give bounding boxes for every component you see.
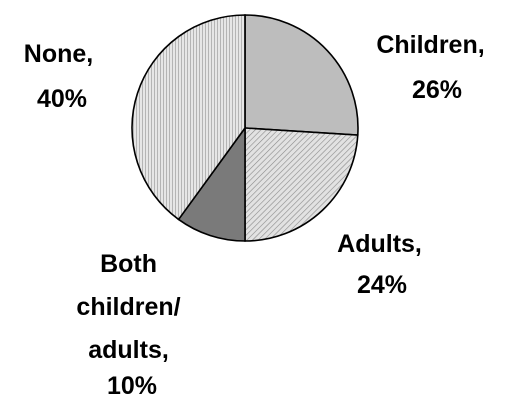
- slice-label-none-name: None,: [24, 40, 93, 68]
- slice-label-adults-value: 24%: [357, 271, 407, 299]
- slice-label-both-value: 10%: [107, 372, 157, 400]
- pie-slice-both: [177, 125, 246, 242]
- slice-label-both-line3: adults,: [88, 336, 169, 364]
- pie-slice-adults: [244, 127, 359, 242]
- slice-label-both-line2: children/: [76, 293, 180, 321]
- pie-slice-children: [244, 14, 359, 136]
- slice-label-none: None, 40%: [24, 40, 100, 113]
- slice-label-children: Children, 26%: [376, 31, 491, 104]
- slice-label-adults-name: Adults,: [337, 230, 422, 258]
- slice-label-children-value: 26%: [412, 76, 462, 104]
- slice-label-both: Both children/ adults, 10%: [76, 250, 187, 400]
- slice-label-both-line1: Both: [100, 250, 157, 278]
- pie-slice-none: [131, 14, 246, 221]
- slice-label-none-value: 40%: [37, 85, 87, 113]
- slice-label-children-name: Children,: [376, 31, 484, 59]
- slice-label-adults: Adults, 24%: [337, 230, 429, 299]
